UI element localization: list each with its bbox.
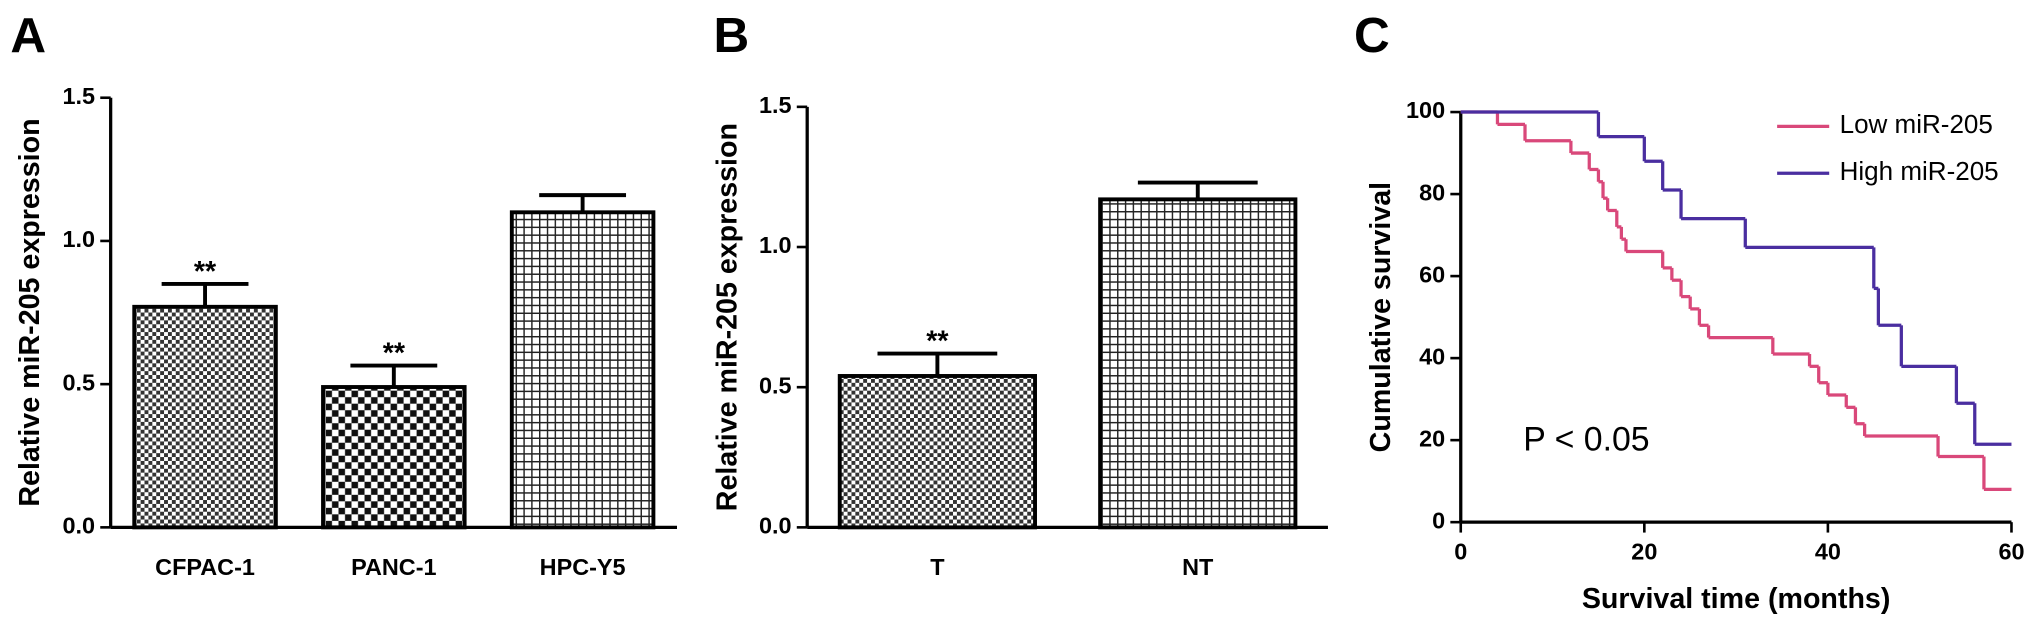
y-tick-label: 60 bbox=[1419, 261, 1445, 287]
legend-label: Low miR-205 bbox=[1840, 109, 1993, 139]
significance-label: ** bbox=[383, 338, 406, 370]
x-axis-title: Survival time (months) bbox=[1582, 583, 1891, 615]
y-tick-label: 1.5 bbox=[62, 83, 95, 109]
bar bbox=[321, 385, 467, 530]
y-tick-label: 1.0 bbox=[759, 232, 792, 258]
significance-label: ** bbox=[926, 326, 949, 358]
y-tick-label: 0.5 bbox=[62, 369, 95, 395]
y-tick-label: 0 bbox=[1432, 507, 1445, 533]
y-axis-title: Relative miR-205 expression bbox=[14, 118, 46, 506]
significance-label: ** bbox=[194, 256, 217, 288]
x-tick-label: PANC-1 bbox=[351, 554, 436, 580]
x-tick-label: 40 bbox=[1815, 539, 1841, 565]
y-tick-label: 0.0 bbox=[62, 513, 95, 539]
panel-label: A bbox=[10, 8, 46, 63]
annotation: P < 0.05 bbox=[1523, 420, 1649, 458]
y-tick-label: 20 bbox=[1419, 425, 1445, 451]
y-tick-label: 0.5 bbox=[759, 372, 792, 398]
bar bbox=[509, 210, 656, 530]
x-tick-label: 20 bbox=[1631, 539, 1657, 565]
legend-label: High miR-205 bbox=[1840, 156, 1999, 186]
panel-label: B bbox=[713, 8, 749, 63]
x-tick-label: CFPAC-1 bbox=[155, 554, 255, 580]
y-tick-label: 40 bbox=[1419, 343, 1445, 369]
x-tick-label: HPC-Y5 bbox=[540, 554, 626, 580]
x-tick-label: 0 bbox=[1454, 539, 1467, 565]
panel-label: C bbox=[1354, 8, 1390, 63]
x-tick-label: 60 bbox=[1998, 539, 2024, 565]
bar bbox=[837, 374, 1037, 530]
y-tick-label: 100 bbox=[1406, 97, 1445, 123]
x-tick-label: NT bbox=[1182, 554, 1214, 580]
x-tick-label: T bbox=[930, 554, 945, 580]
bar bbox=[1098, 197, 1298, 530]
bar bbox=[132, 304, 278, 530]
y-tick-label: 1.0 bbox=[62, 226, 95, 252]
y-tick-label: 80 bbox=[1419, 179, 1445, 205]
y-tick-label: 1.5 bbox=[759, 92, 792, 118]
y-axis-title: Relative miR-205 expression bbox=[712, 123, 744, 511]
y-axis-title: Cumulative survival bbox=[1365, 182, 1397, 452]
y-tick-label: 0.0 bbox=[759, 513, 792, 539]
